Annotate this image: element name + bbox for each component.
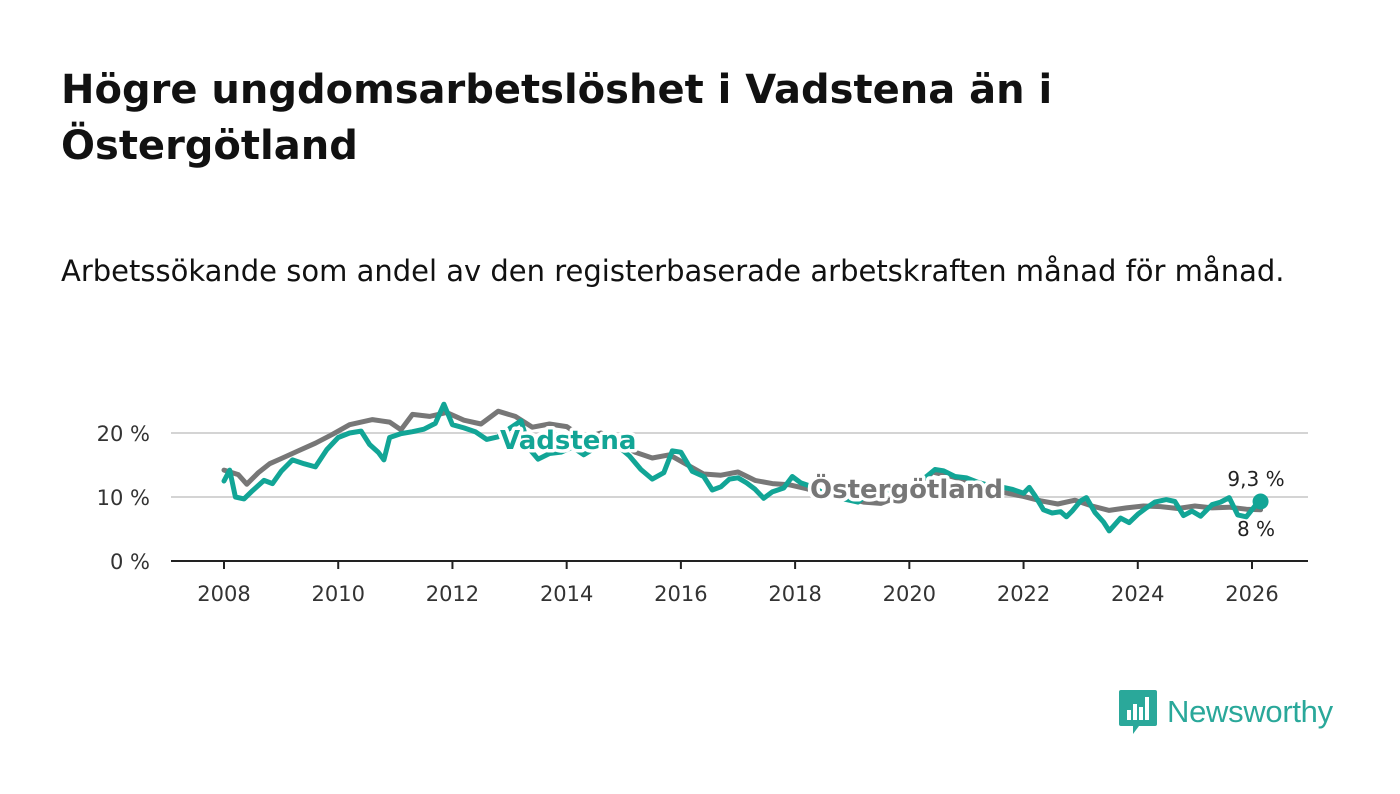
x-tick-label-2014: 2014: [540, 582, 593, 606]
x-tick-label-2024: 2024: [1111, 582, 1164, 606]
chart-subtitle: Arbetssökande som andel av den registerb…: [61, 254, 1285, 288]
series-line-vadstena: [221, 401, 1264, 534]
end-label-vadstena: 9,3 %: [1227, 467, 1284, 491]
x-axis-ticks: 2008 2010 2012 2014 2016 2018 2020 2022 2024 2026: [197, 561, 1279, 606]
y-tick-label-0: 0 %: [110, 550, 150, 574]
x-tick-label-2022: 2022: [997, 582, 1050, 606]
series-label-vadstena: Vadstena: [500, 426, 636, 456]
end-dot-vadstena: [1252, 493, 1269, 510]
series-lines: [221, 401, 1264, 534]
x-tick-label-2026: 2026: [1225, 582, 1278, 606]
x-tick-label-2012: 2012: [426, 582, 479, 606]
gridlines: [171, 432, 1308, 498]
y-axis-ticks: 0 % 10 % 20 %: [97, 422, 150, 574]
x-tick-label-2020: 2020: [883, 582, 936, 606]
series-line-stergtland: [221, 408, 1264, 513]
brand-logo[interactable]: Newsworthy: [1119, 690, 1333, 734]
y-tick-label-20: 20 %: [97, 422, 150, 446]
end-label-ostergotland: 8 %: [1237, 517, 1275, 541]
y-tick-label-10: 10 %: [97, 486, 150, 510]
x-tick-label-2010: 2010: [311, 582, 364, 606]
x-tick-label-2008: 2008: [197, 582, 250, 606]
brand-name: Newsworthy: [1167, 694, 1333, 729]
chart-title: Högre ungdomsarbetslöshet i Vadstena än …: [61, 67, 1053, 169]
series-labels: 8 % 9,3 % Östergötland Vadstena: [497, 423, 1285, 542]
bar-chart-speech-bubble-icon: [1119, 690, 1157, 734]
x-tick-label-2018: 2018: [768, 582, 821, 606]
x-tick-label-2016: 2016: [654, 582, 707, 606]
series-label-ostergotland: Östergötland: [810, 472, 1003, 505]
